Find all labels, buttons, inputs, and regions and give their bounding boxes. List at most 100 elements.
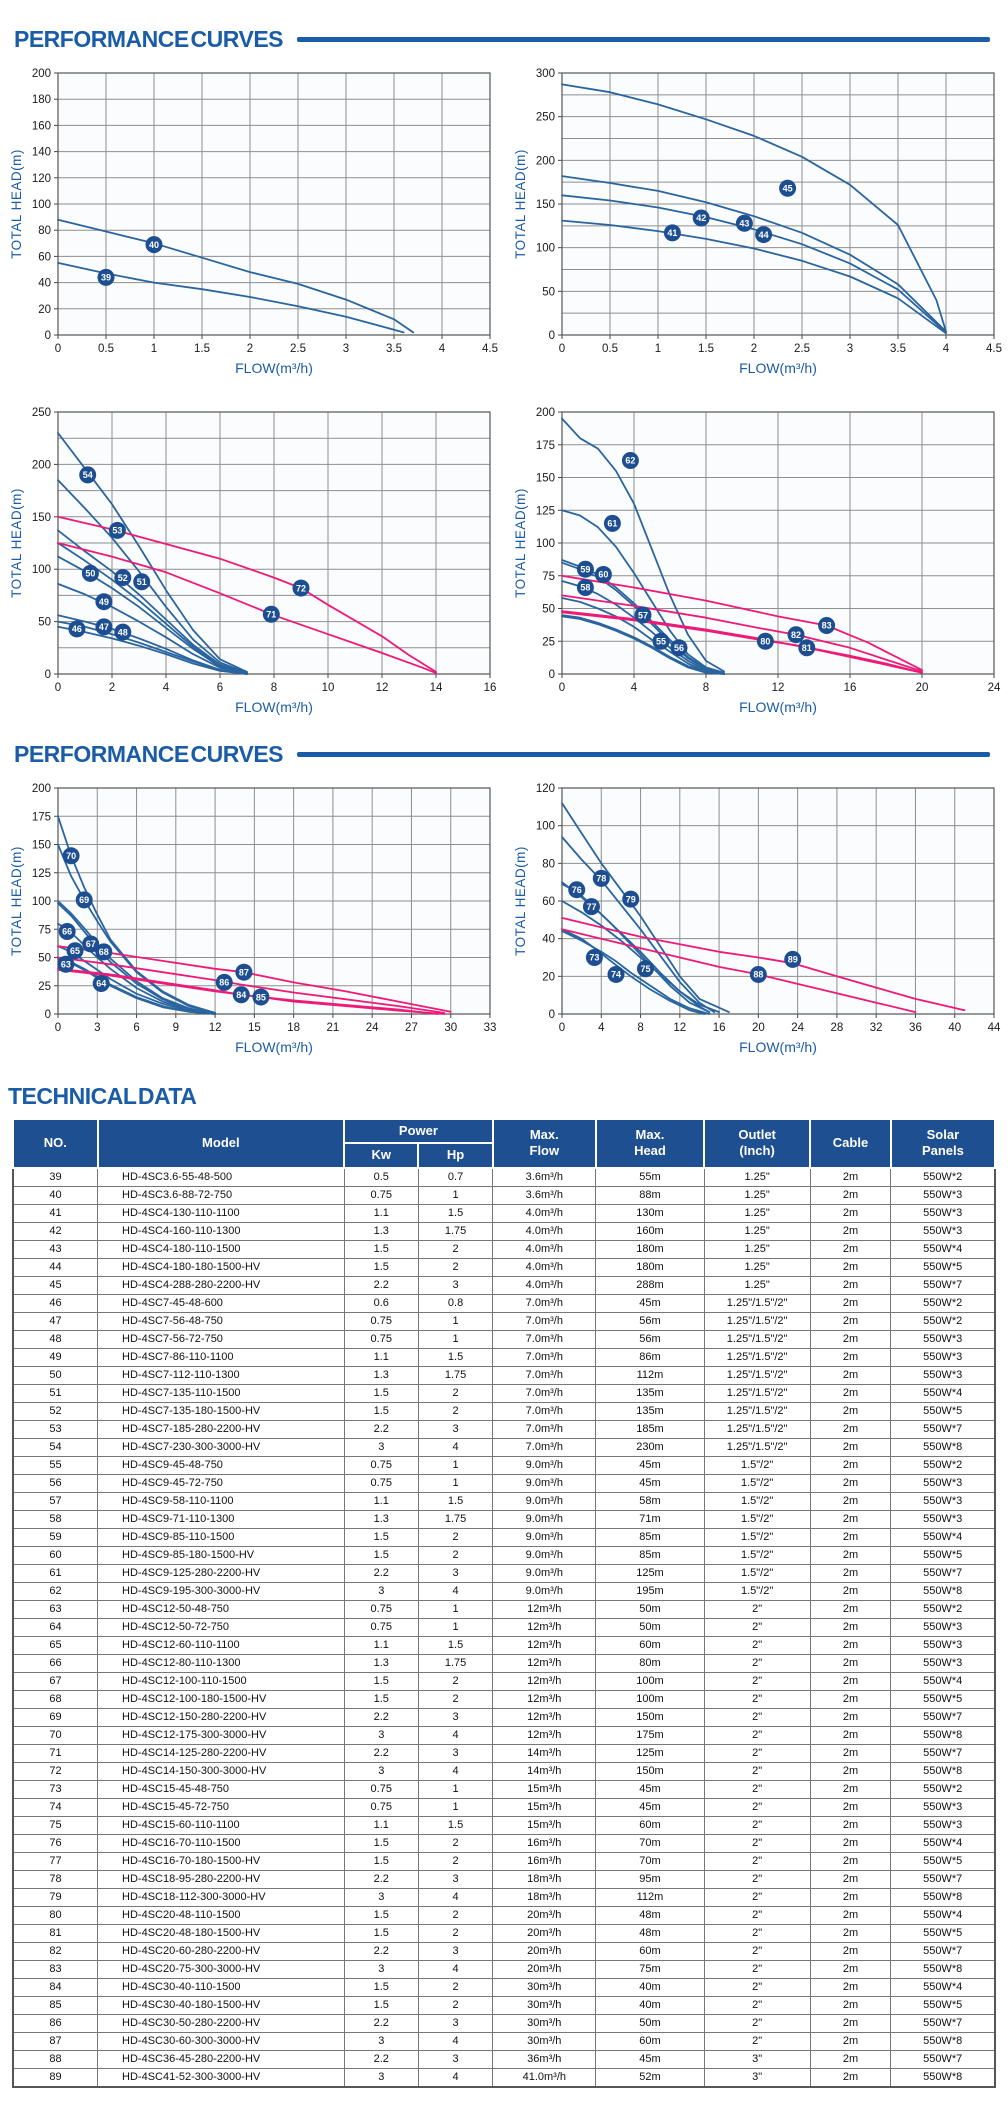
cell-model: HD-4SC12-175-300-3000-HV <box>97 1725 345 1745</box>
cell-max-flow: 9.0m³/h <box>492 1491 597 1511</box>
curve-label-58: 58 <box>576 579 594 597</box>
curve-46 <box>57 625 248 675</box>
cell-max-head: 175m <box>595 1725 705 1745</box>
table-row: 48 HD-4SC7-56-72-750 0.75 1 7.0m³/h 56m 1.25"/… <box>12 1329 996 1349</box>
cell-hp: 1.75 <box>417 1653 494 1673</box>
table-row: 70 HD-4SC12-175-300-3000-HV 3 4 12m³/h 175m 2"… <box>12 1725 996 1745</box>
cell-no: 66 <box>12 1653 99 1673</box>
cell-max-head: 60m <box>595 1941 705 1961</box>
cell-solar-panels: 550W*2 <box>890 1779 996 1799</box>
cell-no: 42 <box>12 1221 99 1241</box>
svg-text:66: 66 <box>62 927 72 937</box>
svg-text:40: 40 <box>149 240 159 250</box>
curve-75 <box>561 900 720 1013</box>
chart-svg-4: 0 3 6 9 12 15 18 21 24 27 30 3302550751001251501752… <box>9 783 496 1055</box>
cell-solar-panels: 550W*8 <box>890 1581 996 1601</box>
cell-cable: 2m <box>809 1527 892 1547</box>
svg-text:41: 41 <box>667 228 677 238</box>
svg-text:60: 60 <box>542 896 555 908</box>
cell-outlet: 2" <box>703 1689 811 1709</box>
performance-chart-63-70: 0 3 6 9 12 15 18 21 24 27 30 33 0 25 50 75 100 125 150 175 2… <box>8 778 504 1065</box>
cell-max-head: 88m <box>595 1185 705 1205</box>
cell-max-flow: 9.0m³/h <box>492 1509 597 1529</box>
cell-model: HD-4SC30-50-280-2200-HV <box>97 2013 345 2033</box>
cell-max-head: 50m <box>595 1617 705 1637</box>
cell-no: 62 <box>12 1581 99 1601</box>
cell-solar-panels: 550W*2 <box>890 1167 996 1187</box>
svg-text:30: 30 <box>444 1022 457 1034</box>
cell-no: 75 <box>12 1815 99 1835</box>
cell-outlet: 1.5"/2" <box>703 1455 811 1475</box>
cell-solar-panels: 550W*3 <box>890 1509 996 1529</box>
table-row: 45 HD-4SC4-288-280-2200-HV 2.2 3 4.0m³/h 288m… <box>12 1275 996 1295</box>
cell-outlet: 2" <box>703 1833 811 1853</box>
svg-text:42: 42 <box>696 213 706 223</box>
cell-outlet: 2" <box>703 1959 811 1979</box>
svg-text:120: 120 <box>536 783 555 795</box>
svg-text:175: 175 <box>536 440 555 452</box>
svg-text:3: 3 <box>94 1022 100 1034</box>
cell-solar-panels: 550W*7 <box>890 1869 996 1889</box>
cell-hp: 1.5 <box>417 1491 494 1511</box>
cell-model: HD-4SC20-48-180-1500-HV <box>97 1923 345 1943</box>
curve-label-51: 51 <box>133 573 151 591</box>
cell-max-head: 112m <box>595 1365 705 1385</box>
table-row: 49 HD-4SC7-86-110-1100 1.1 1.5 7.0m³/h 86m 1.2… <box>12 1347 996 1367</box>
cell-max-flow: 4.0m³/h <box>492 1221 597 1241</box>
cell-model: HD-4SC15-60-110-1100 <box>97 1815 345 1835</box>
svg-text:61: 61 <box>607 519 617 529</box>
cell-no: 87 <box>12 2031 99 2051</box>
cell-no: 50 <box>12 1365 99 1385</box>
cell-max-flow: 18m³/h <box>492 1869 597 1889</box>
cell-hp: 0.7 <box>417 1167 494 1187</box>
svg-text:0: 0 <box>55 343 61 355</box>
cell-no: 74 <box>12 1797 99 1817</box>
cell-kw: 2.2 <box>343 2049 419 2069</box>
cell-max-flow: 20m³/h <box>492 1959 597 1979</box>
cell-max-head: 150m <box>595 1707 705 1727</box>
svg-text:48: 48 <box>118 627 128 637</box>
svg-text:47: 47 <box>99 622 109 632</box>
cell-cable: 2m <box>809 2067 892 2087</box>
table-row: 85 HD-4SC30-40-180-1500-HV 1.5 2 30m³/h 40m 2"… <box>12 1995 996 2015</box>
cell-outlet: 2" <box>703 1977 811 1997</box>
curve-label-73: 73 <box>585 949 603 966</box>
svg-text:12: 12 <box>673 1022 686 1034</box>
cell-kw: 0.75 <box>343 1473 419 1493</box>
cell-max-flow: 20m³/h <box>492 1905 597 1925</box>
cell-model: HD-4SC41-52-300-3000-HV <box>97 2067 345 2087</box>
cell-no: 88 <box>12 2049 99 2069</box>
curve-40 <box>57 218 415 334</box>
cell-outlet: 2" <box>703 1743 811 1763</box>
cell-kw: 3 <box>343 1581 419 1601</box>
svg-text:4: 4 <box>163 682 170 694</box>
svg-text:1.5: 1.5 <box>698 343 714 355</box>
table-row: 86 HD-4SC30-50-280-2200-HV 2.2 3 30m³/h 50m 2"… <box>12 2013 996 2033</box>
curve-56 <box>561 615 725 675</box>
cell-hp: 3 <box>417 1275 494 1295</box>
cell-kw: 1.5 <box>343 1923 419 1943</box>
svg-text:0: 0 <box>55 1022 61 1034</box>
cell-max-head: 60m <box>595 1815 705 1835</box>
cell-max-head: 85m <box>595 1545 705 1565</box>
table-row: 60 HD-4SC9-85-180-1500-HV 1.5 2 9.0m³/h 85m 1.… <box>12 1545 996 1565</box>
cell-no: 81 <box>12 1923 99 1943</box>
cell-max-head: 230m <box>595 1437 705 1457</box>
cell-max-head: 135m <box>595 1383 705 1403</box>
cell-max-flow: 16m³/h <box>492 1833 597 1853</box>
svg-text:200: 200 <box>32 459 51 471</box>
cell-max-head: 95m <box>595 1869 705 1889</box>
cell-outlet: 1.5"/2" <box>703 1527 811 1547</box>
curve-label-56: 56 <box>670 639 688 657</box>
cell-outlet: 2" <box>703 1653 811 1673</box>
cell-kw: 2.2 <box>343 1419 419 1439</box>
cell-outlet: 2" <box>703 1851 811 1871</box>
cell-solar-panels: 550W*7 <box>890 2049 996 2069</box>
cell-outlet: 2" <box>703 1905 811 1925</box>
y-axis-title: TOTAL HEAD(m) <box>9 149 24 259</box>
svg-text:3.5: 3.5 <box>386 343 402 355</box>
curve-49 <box>57 583 248 674</box>
cell-max-flow: 9.0m³/h <box>492 1473 597 1493</box>
cell-max-flow: 9.0m³/h <box>492 1455 597 1475</box>
